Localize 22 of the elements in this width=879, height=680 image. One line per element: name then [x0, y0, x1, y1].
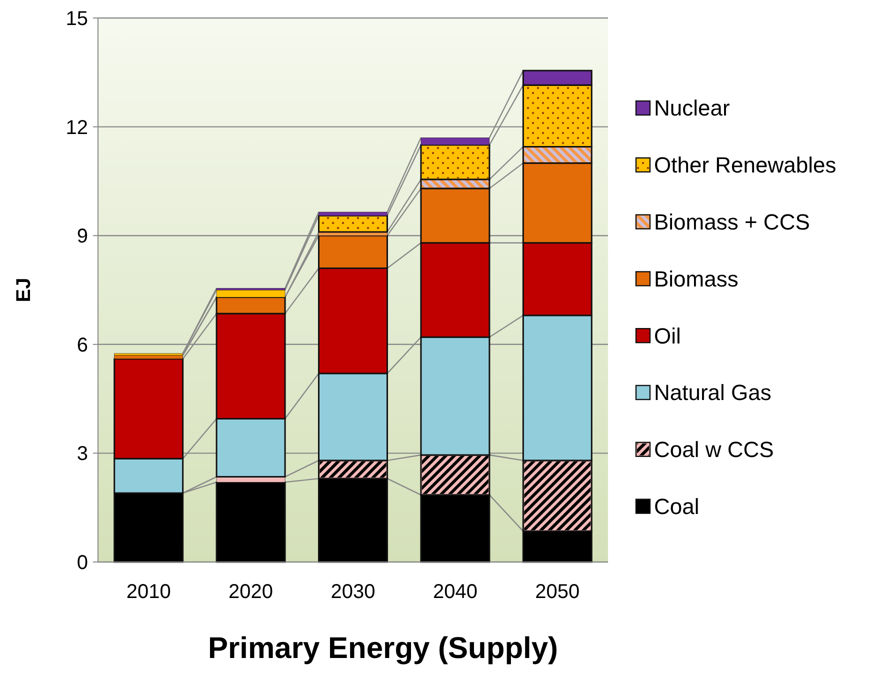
y-tick-label: 6	[76, 334, 88, 356]
legend-label: Nuclear	[654, 96, 730, 121]
x-axis-title: Primary Energy (Supply)	[208, 632, 558, 665]
legend-label: Coal	[654, 494, 700, 519]
y-tick-label: 3	[76, 443, 88, 466]
x-tick-label: 2050	[535, 581, 580, 603]
y-tick-label: 9	[76, 226, 88, 248]
bar	[216, 481, 286, 563]
y-tick-label: 0	[76, 552, 88, 574]
legend-label: Oil	[654, 323, 681, 348]
y-tick-label: 15	[66, 8, 88, 30]
x-tick-label: 2030	[330, 581, 376, 603]
legend-label: Biomass + CCS	[654, 210, 810, 234]
y-tick-label: 12	[66, 116, 88, 139]
y-axis-title: EJ	[13, 278, 35, 302]
legend-label: Natural Gas	[654, 380, 772, 406]
x-tick-label: 2040	[432, 581, 478, 603]
legend-label: Biomass	[654, 266, 738, 292]
x-tick-label: 2020	[228, 581, 274, 603]
x-tick-label: 2010	[126, 581, 171, 603]
legend-label: Other Renewables	[654, 152, 836, 178]
legend-label: Coal w CCS	[654, 437, 774, 462]
